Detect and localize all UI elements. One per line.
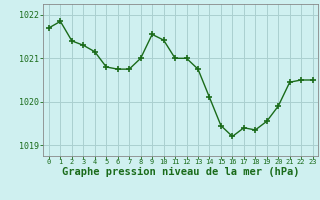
X-axis label: Graphe pression niveau de la mer (hPa): Graphe pression niveau de la mer (hPa) <box>62 167 300 177</box>
